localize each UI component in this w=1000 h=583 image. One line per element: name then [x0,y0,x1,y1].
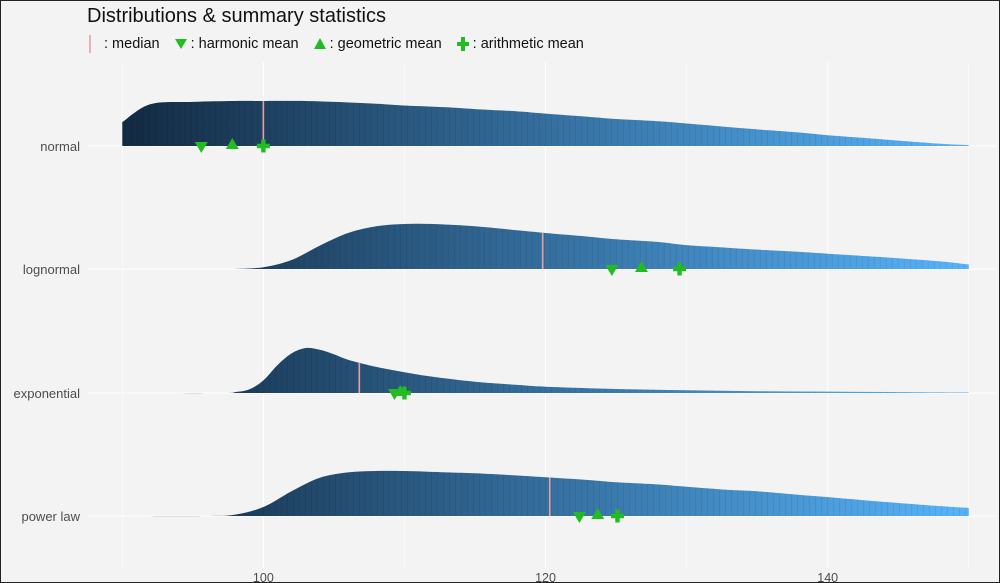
triangle-down-icon [174,39,187,49]
legend-label-arithmetic-mean: : arithmetic mean [472,36,584,52]
legend-label-geometric-mean: : geometric mean [329,36,442,52]
plus-icon [456,37,469,51]
arithmetic-mean-marker [397,386,411,400]
median-line-icon [89,35,91,53]
geometric-mean-marker [634,261,648,272]
y-axis-labels: normal lognormal exponential power law [14,139,81,524]
y-category-label: lognormal [23,262,80,277]
density-area [122,100,969,146]
legend: : median : harmonic mean : geometric mea… [87,34,598,54]
arithmetic-mean-marker [673,262,687,276]
legend-label-median: : median [104,36,160,52]
harmonic-mean-marker [572,512,586,523]
y-category-label: power law [21,509,80,524]
arithmetic-mean-marker [610,509,624,523]
legend-item-arithmetic-mean: : arithmetic mean [456,35,584,53]
x-tick-label: 100 [253,571,274,583]
ridge-lognormal [235,223,969,276]
legend-item-median: : median [87,35,160,53]
triangle-up-icon [313,38,326,49]
x-axis-labels: 100 120 140 [253,571,838,583]
arithmetic-mean-marker [256,139,270,153]
y-category-label: exponential [14,386,81,401]
y-category-label: normal [40,139,80,154]
x-tick-label: 120 [535,571,556,583]
chart-title: Distributions & summary statistics [87,5,386,27]
geometric-mean-marker [225,138,239,149]
density-area [122,470,969,517]
legend-label-harmonic-mean: : harmonic mean [190,36,299,52]
geometric-mean-marker [591,508,605,519]
legend-item-harmonic-mean: : harmonic mean [174,35,299,53]
harmonic-mean-marker [194,142,208,153]
x-tick-label: 140 [817,571,838,583]
density-area [122,347,969,394]
legend-item-geometric-mean: : geometric mean [313,35,442,53]
harmonic-mean-marker [605,265,619,276]
density-area [235,223,969,269]
